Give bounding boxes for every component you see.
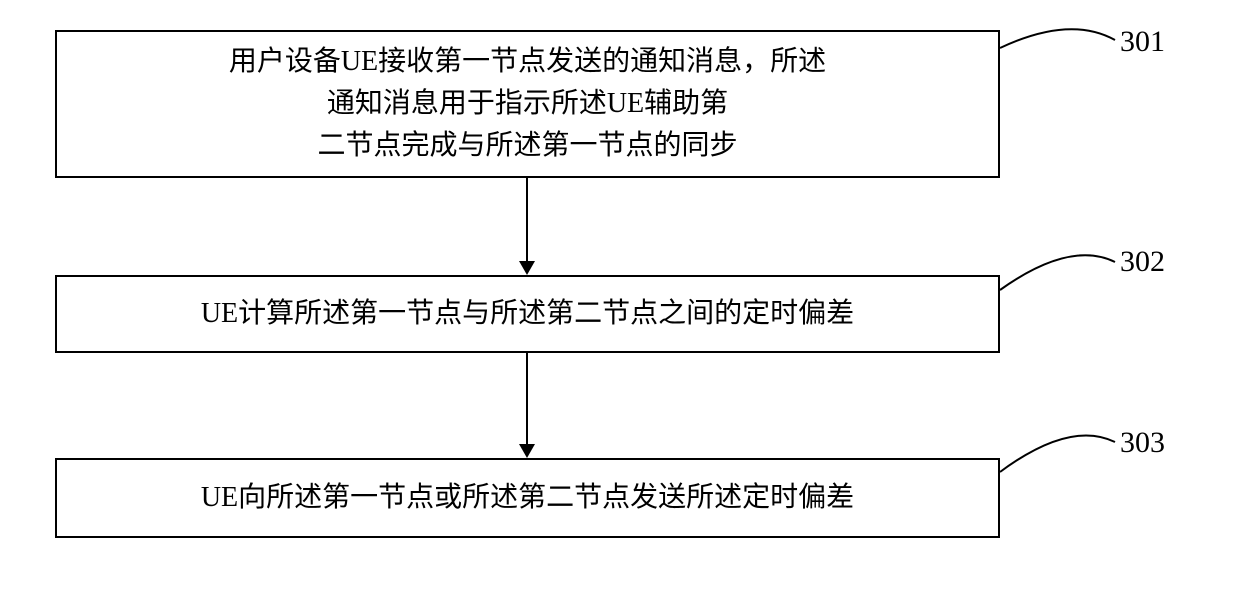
arrow-301-302 — [526, 178, 528, 261]
step-label-302: 302 — [1120, 245, 1165, 279]
flow-step-text: 用户设备UE接收第一节点发送的通知消息，所述通知消息用于指示所述UE辅助第二节点… — [229, 41, 826, 167]
step-label-301: 301 — [1120, 25, 1165, 59]
flowchart-canvas: 用户设备UE接收第一节点发送的通知消息，所述通知消息用于指示所述UE辅助第二节点… — [0, 0, 1240, 610]
arrow-head-302-303 — [519, 444, 535, 458]
step-label-303: 303 — [1120, 426, 1165, 460]
arrow-head-301-302 — [519, 261, 535, 275]
flow-step-text: UE计算所述第一节点与所述第二节点之间的定时偏差 — [201, 293, 854, 335]
flow-step-301: 用户设备UE接收第一节点发送的通知消息，所述通知消息用于指示所述UE辅助第二节点… — [55, 30, 1000, 178]
arrow-302-303 — [526, 353, 528, 444]
flow-step-303: UE向所述第一节点或所述第二节点发送所述定时偏差 — [55, 458, 1000, 538]
flow-step-302: UE计算所述第一节点与所述第二节点之间的定时偏差 — [55, 275, 1000, 353]
flow-step-text: UE向所述第一节点或所述第二节点发送所述定时偏差 — [201, 477, 854, 519]
